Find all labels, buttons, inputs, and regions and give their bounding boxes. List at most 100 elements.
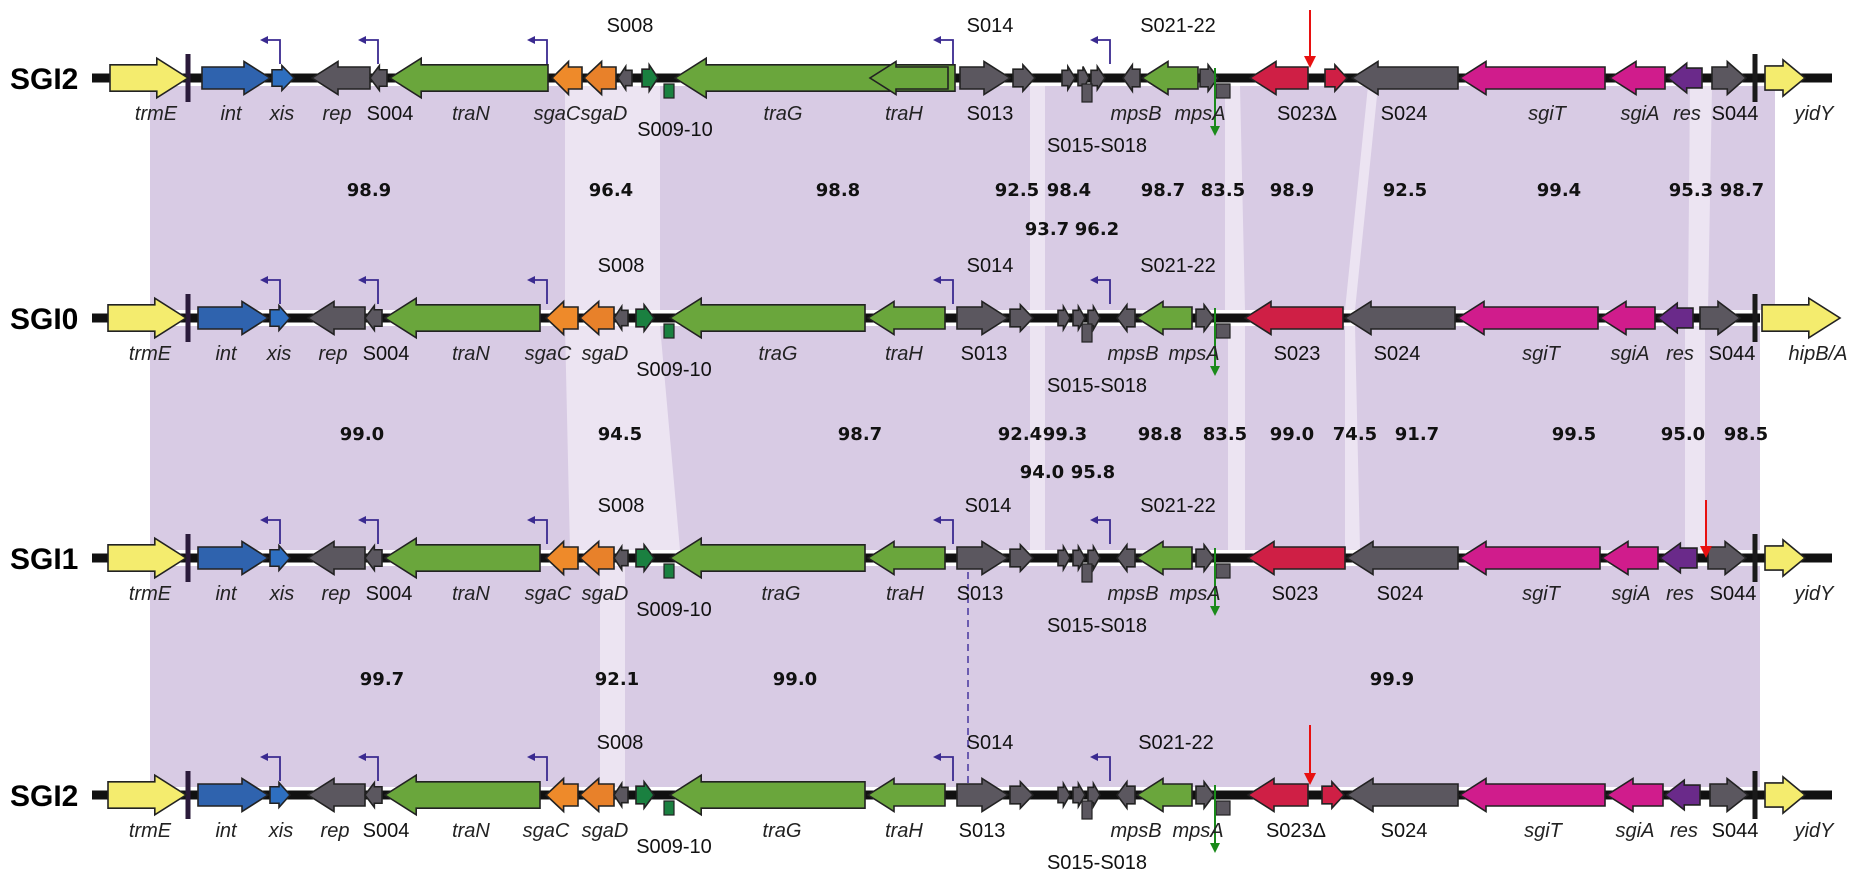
gene-sgaD-arrow (578, 299, 615, 337)
gene-label-top: S021-22 (1140, 255, 1216, 277)
identity-percentage: 98.8 (816, 180, 860, 201)
gene-label: res (1670, 820, 1698, 842)
promoter-arrowhead (527, 753, 535, 761)
gene-label: sgaC (525, 343, 572, 365)
gene-label-top: S008 (598, 255, 645, 277)
gene-label: rep (323, 103, 352, 125)
red-arrowhead (1700, 546, 1712, 558)
gene-traN-arrow (383, 773, 541, 817)
promoter-arrow (266, 519, 281, 544)
gene-label: rep (322, 583, 351, 605)
promoter-arrowhead (358, 276, 366, 284)
identity-percentage: 99.5 (1552, 424, 1596, 445)
gene-s021-arrow (1199, 62, 1220, 94)
gene-label: res (1673, 103, 1701, 125)
gene-label: int (215, 583, 238, 605)
promoter-arrow (939, 39, 954, 64)
gene-traH-arrow (866, 777, 946, 813)
gene-traG-arrow (668, 296, 866, 340)
gene-traG-arrow (668, 536, 866, 580)
gene-s014-arrow (1009, 542, 1035, 574)
gene-res-arrow (1666, 61, 1703, 95)
gene-label: sgiT (1522, 583, 1562, 605)
gene-label: S023Δ (1277, 103, 1337, 125)
gene-traH-arrow (868, 60, 949, 96)
gene-label-s015-s018: S015-S018 (1047, 135, 1147, 157)
gene-mpsA-arrow (1135, 777, 1193, 813)
gene-res-arrow (1656, 301, 1694, 335)
gene-label: traG (764, 103, 803, 125)
gene-s023-arrow (1243, 300, 1344, 336)
gene-label: int (215, 820, 238, 842)
gene-s023-part-arrow (1324, 62, 1349, 94)
promoter-arrowhead (527, 276, 535, 284)
gene-label: res (1666, 583, 1694, 605)
gene-label: sgiA (1616, 820, 1655, 842)
gene-label: S023 (1272, 583, 1319, 605)
identity-percentage: 95.0 (1661, 424, 1705, 445)
gene-label: traG (762, 583, 801, 605)
synteny-variable-region (1228, 326, 1245, 550)
promoter-arrowhead (933, 36, 941, 44)
gene-s013-arrow (956, 300, 1010, 336)
promoter-arrow (533, 279, 548, 304)
gene-label: sgaD (581, 103, 628, 125)
genome-tracks (92, 10, 1842, 853)
gene-mpsB-arrow (1115, 302, 1136, 334)
gene-small-box (1081, 323, 1093, 343)
gene-mpsB-arrow (1122, 62, 1141, 94)
gene-s015-arrow (1057, 780, 1071, 810)
identity-percentage: 96.2 (1075, 219, 1119, 240)
promoter-arrow (1096, 279, 1111, 304)
gene-label: traH (885, 820, 923, 842)
gene-s013-arrow (956, 777, 1010, 813)
gene-s024-arrow (1345, 540, 1459, 576)
gene-rep-arrow (306, 300, 366, 336)
gene-s014-arrow (1009, 302, 1035, 334)
gene-label: sgiT (1528, 103, 1568, 125)
gene-sgiA-arrow (1598, 300, 1656, 336)
gene-label: sgaD (582, 820, 629, 842)
gene-s014-arrow (1012, 62, 1037, 94)
gene-label: S044 (1710, 583, 1757, 605)
gene-rep-arrow (306, 540, 366, 576)
gene-small-box (1215, 83, 1231, 99)
gene-label: S023 (1274, 343, 1321, 365)
gene-s004-arrow (368, 63, 388, 93)
gene-s015-arrow (1057, 303, 1071, 333)
gene-label-s015-s018: S015-S018 (1047, 615, 1147, 637)
identity-percentage: 99.9 (1370, 669, 1414, 690)
synteny-variable-region (1688, 86, 1712, 310)
gene-label: xis (268, 820, 293, 842)
gene-sgaD-arrow (578, 539, 615, 577)
gene-small-box (1215, 563, 1231, 579)
promoter-arrowhead (933, 516, 941, 524)
synteny-band (150, 566, 1760, 787)
gene-label: int (215, 343, 238, 365)
gene-label: traH (886, 583, 924, 605)
gene-label: S024 (1381, 103, 1428, 125)
gene-sgaC-arrow (544, 539, 579, 577)
identity-percentage: 99.7 (360, 669, 404, 690)
identity-percentage: 92.5 (1383, 180, 1427, 201)
identity-percentage: 93.7 (1025, 219, 1069, 240)
promoter-arrow (533, 39, 548, 64)
promoter-arrow (364, 279, 379, 304)
gene-label-s015-s018: S015-S018 (1047, 852, 1147, 874)
promoter-arrow (266, 756, 281, 781)
gene-label: yidY (1793, 103, 1836, 125)
promoter-arrow (939, 279, 954, 304)
gene-mpsA-arrow (1140, 60, 1199, 96)
synteny-variable-region (565, 86, 660, 310)
gene-small-box (1081, 83, 1093, 103)
gene-label: sgiT (1522, 343, 1562, 365)
gene-small-box (663, 563, 675, 579)
gene-label: S024 (1374, 343, 1421, 365)
gene-s015-arrow (1057, 543, 1071, 573)
gene-sgaD-arrow (578, 776, 615, 814)
gene-label: S013 (967, 103, 1014, 125)
gene-trmE-arrow (109, 56, 190, 100)
gene-label: xis (266, 343, 291, 365)
gene-small-box (1215, 800, 1231, 816)
gene-s015-arrow (1061, 63, 1076, 93)
